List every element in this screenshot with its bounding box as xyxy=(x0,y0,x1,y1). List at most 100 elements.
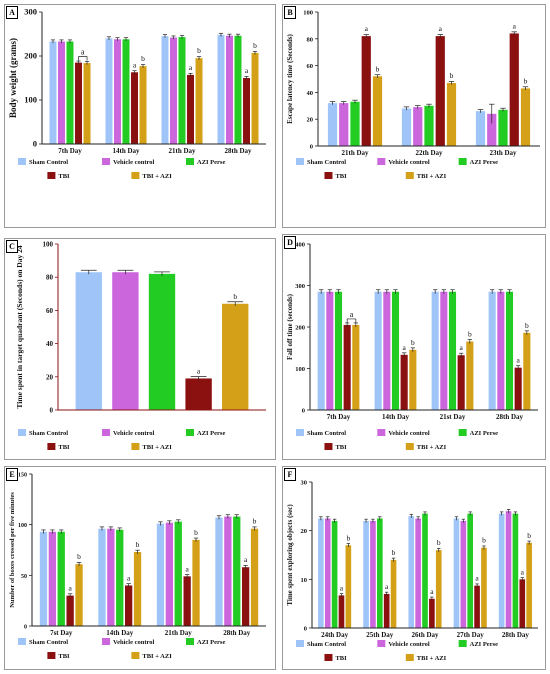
y-axis-title: Time spent in target quadrant (Seconds) … xyxy=(15,245,24,408)
annotation-label: b xyxy=(392,548,396,557)
y-tick-label: 30 xyxy=(301,480,308,487)
panel-d: 0 100 200 300 400 a a b a b a b 7th Day 14th Day 21st … xyxy=(282,234,546,460)
y-tick-label: 0 xyxy=(50,407,54,415)
x-tick-label: 25th Day xyxy=(366,631,394,639)
y-axis-title: Fall off time (seconds) xyxy=(286,293,294,360)
x-tick-label: 28th Day xyxy=(223,629,251,637)
annotation-label: a xyxy=(133,60,137,69)
annotation-label: b xyxy=(524,76,528,85)
annotation-label: b xyxy=(233,292,237,301)
bar xyxy=(192,539,200,626)
bar xyxy=(318,518,324,628)
bar xyxy=(352,324,360,410)
y-tick-label: 100 xyxy=(43,241,54,249)
legend-swatch xyxy=(324,172,333,179)
x-tick-label: 27th Day xyxy=(457,631,485,639)
legend-label: TBI + AZI xyxy=(417,655,447,662)
bar xyxy=(435,550,442,628)
bar xyxy=(112,272,139,410)
annotation-label: a xyxy=(245,66,249,75)
y-tick-label: 100 xyxy=(295,366,305,373)
panel-a: 0 100 200 300 a a b a b a b 7th Day 14th Day 21th Day… xyxy=(4,4,276,228)
x-tick-label: 22th Day xyxy=(415,149,443,157)
annotation-label: b xyxy=(194,528,198,537)
legend-swatch xyxy=(102,429,110,436)
legend-label: AZI Perse xyxy=(197,639,225,646)
bar xyxy=(497,291,505,410)
bar xyxy=(185,378,212,410)
bar xyxy=(498,109,508,146)
annotation-label: b xyxy=(527,531,531,540)
y-tick-label: 200 xyxy=(24,51,37,61)
bar xyxy=(383,593,390,628)
annotation-label: b xyxy=(141,54,145,63)
panel-frame xyxy=(4,466,276,670)
bar xyxy=(424,105,434,146)
annotation-label: a xyxy=(365,24,369,33)
legend-label: TBI xyxy=(335,444,347,451)
legend-swatch xyxy=(458,158,467,165)
bar xyxy=(148,273,176,410)
panel-label: D xyxy=(284,236,296,249)
bar xyxy=(139,66,147,144)
bar xyxy=(66,595,74,626)
bar xyxy=(448,291,457,410)
y-tick-label: 200 xyxy=(295,325,305,332)
legend-swatch xyxy=(102,638,110,645)
annotation-label: a xyxy=(350,310,354,319)
bar xyxy=(133,552,142,626)
legend-swatch xyxy=(458,640,467,647)
legend-swatch xyxy=(18,429,26,436)
bar xyxy=(165,522,174,626)
bar xyxy=(343,324,351,410)
annotation-label: a xyxy=(244,555,248,564)
chart-f: 0 10 20 30 a b a b a b a b a b 24th Day 25th Day 26th Da… xyxy=(286,480,538,662)
bar xyxy=(57,41,65,145)
bar xyxy=(317,291,325,410)
annotation-label: a xyxy=(68,584,72,593)
legend-label: Vehicle control xyxy=(388,430,430,437)
y-tick-label: 0 xyxy=(33,139,37,149)
bar xyxy=(475,111,486,146)
annotation-label: a xyxy=(521,567,525,576)
bar xyxy=(169,37,177,144)
bar xyxy=(408,516,415,628)
bar xyxy=(374,291,382,410)
bar xyxy=(409,349,417,410)
bar xyxy=(243,78,251,144)
legend-swatch xyxy=(47,443,56,450)
legend-label: TBI xyxy=(58,173,70,180)
bar xyxy=(390,559,397,628)
y-tick-label: 0 xyxy=(304,626,307,633)
bar xyxy=(466,341,474,410)
y-tick-label: 80 xyxy=(46,274,54,282)
y-tick-label: 150 xyxy=(18,473,27,479)
bar xyxy=(431,291,439,410)
y-axis-title: Time spent exploring objects (sec) xyxy=(286,504,294,606)
bar xyxy=(327,103,338,146)
chart-c: 0 20 40 60 80 100 a b Time spent in target quadr… xyxy=(15,241,266,451)
bar xyxy=(174,521,182,626)
legend-swatch xyxy=(186,638,194,645)
legend-label: Sham Control xyxy=(29,639,68,646)
bar xyxy=(391,291,400,410)
bar xyxy=(183,576,191,626)
panel-label: E xyxy=(6,468,18,481)
bar xyxy=(526,542,532,628)
bar xyxy=(116,529,124,626)
panel-c: 0 20 40 60 80 100 a b Time spent in target quadr… xyxy=(4,238,276,460)
bar xyxy=(400,354,408,410)
x-tick-label: 28th Day xyxy=(224,147,252,155)
legend-label: TBI + AZI xyxy=(417,173,447,180)
panel-label: B xyxy=(284,6,296,19)
legend-label: AZI Perse xyxy=(470,430,498,437)
y-tick-label: 100 xyxy=(18,523,27,529)
bar xyxy=(440,291,448,410)
legend-label: AZI Perse xyxy=(197,159,225,166)
legend-swatch xyxy=(458,429,467,436)
bar xyxy=(233,516,241,626)
legend-label: TBI + AZI xyxy=(142,653,172,660)
bar xyxy=(161,36,169,145)
legend-swatch xyxy=(377,429,386,436)
